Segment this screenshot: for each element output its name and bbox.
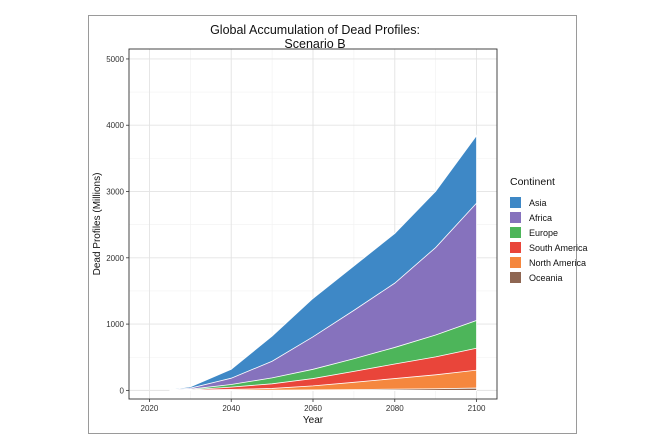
x-tick-label: 2040 xyxy=(222,404,240,413)
legend-key xyxy=(510,227,521,238)
legend: Continent Asia Africa Europe South America N… xyxy=(510,176,588,285)
legend-label: South America xyxy=(529,242,588,253)
legend-label: North America xyxy=(529,257,587,268)
legend-key xyxy=(510,272,521,283)
legend-item: Oceania xyxy=(510,270,588,285)
x-tick-label: 2080 xyxy=(386,404,404,413)
legend-key xyxy=(510,212,521,223)
chart-subtitle: Scenario B xyxy=(284,37,346,51)
axes: 2020 2040 2060 2080 2100 0 1000 2000 3000 4000 500… xyxy=(106,48,498,413)
legend-label: Europe xyxy=(529,227,559,238)
x-axis-label: Year xyxy=(303,415,324,426)
x-tick-label: 2060 xyxy=(304,404,322,413)
legend-key xyxy=(510,257,521,268)
legend-label: Africa xyxy=(529,212,553,223)
legend-key xyxy=(510,197,521,208)
legend-items: Asia Africa Europe South America North Ameri… xyxy=(510,195,588,285)
legend-item: South America xyxy=(510,240,588,255)
chart-title: Global Accumulation of Dead Profiles: xyxy=(210,23,420,37)
legend-label: Asia xyxy=(529,197,547,208)
legend-item: Asia xyxy=(510,195,588,210)
y-tick-label: 2000 xyxy=(106,254,124,263)
area-africa xyxy=(169,202,477,391)
x-tick-label: 2100 xyxy=(468,404,486,413)
area-oceania xyxy=(169,387,477,391)
legend-item: Africa xyxy=(510,210,588,225)
y-tick-label: 0 xyxy=(120,386,125,395)
legend-label: Oceania xyxy=(529,272,563,283)
y-tick-label: 4000 xyxy=(106,121,124,130)
legend-key xyxy=(510,242,521,253)
legend-title: Continent xyxy=(510,176,555,188)
legend-item: Europe xyxy=(510,225,588,240)
x-tick-label: 2020 xyxy=(141,404,159,413)
legend-item: North America xyxy=(510,255,588,270)
y-tick-label: 1000 xyxy=(106,320,124,329)
y-tick-label: 5000 xyxy=(106,55,124,64)
stacked-areas xyxy=(169,134,477,391)
y-tick-label: 3000 xyxy=(106,188,124,197)
y-axis-label: Dead Profiles (Millions) xyxy=(92,173,103,276)
